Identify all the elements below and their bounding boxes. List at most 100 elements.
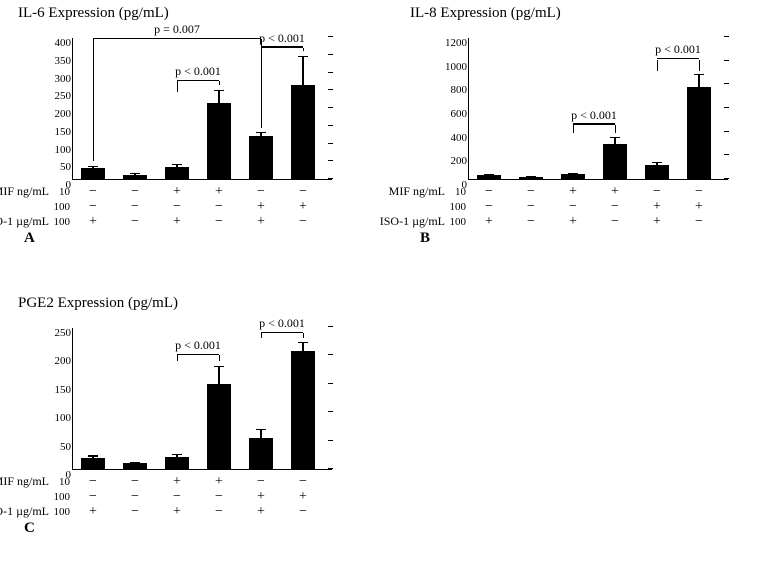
sig-label: p < 0.001 (252, 316, 312, 331)
ytick-label: 200 (37, 108, 71, 120)
sig-label: p < 0.001 (168, 338, 228, 353)
treatment-cell: − (198, 214, 240, 230)
ytick-mark (724, 60, 729, 61)
ytick-mark (328, 160, 333, 161)
ytick-label: 150 (37, 384, 71, 396)
ytick-label: 800 (433, 84, 467, 96)
ytick-mark (328, 143, 333, 144)
treatment-cell: − (114, 214, 156, 230)
treatment-cell: − (510, 184, 552, 200)
sig-bracket (573, 123, 615, 124)
treatment-sublabel: 10 (52, 476, 72, 488)
bar (291, 351, 315, 469)
treatment-sublabel: 100 (52, 506, 72, 518)
treatment-cell: + (636, 214, 678, 230)
treatment-cell: + (72, 214, 114, 230)
error-cap (172, 454, 182, 455)
treatment-cell: − (594, 214, 636, 230)
ytick-mark (328, 326, 333, 327)
treatment-cell: − (114, 504, 156, 520)
treatment-row: 100−−−−++ (0, 489, 324, 504)
treatment-sublabel: 100 (52, 491, 72, 503)
treatment-cell: + (156, 474, 198, 490)
bar (81, 168, 105, 179)
treatment-cell: − (678, 184, 720, 200)
treatment-cell: − (156, 489, 198, 505)
treatment-cell: + (552, 184, 594, 200)
treatment-cell: − (282, 214, 324, 230)
treatment-cell: + (240, 489, 282, 505)
error-cap (256, 132, 266, 133)
treatment-cell: + (636, 199, 678, 215)
error-cap (652, 162, 662, 163)
ytick-mark (328, 383, 333, 384)
sig-drop (219, 81, 220, 85)
ytick-label: 100 (37, 412, 71, 424)
treatment-cell: + (240, 504, 282, 520)
treatment-cell: + (240, 214, 282, 230)
error-cap (214, 90, 224, 91)
ytick-mark (328, 89, 333, 90)
bar (165, 457, 189, 469)
sig-drop (615, 125, 616, 133)
ytick-mark (724, 154, 729, 155)
bar (81, 458, 105, 469)
panel-title: IL-8 Expression (pg/mL) (410, 5, 561, 22)
treatment-sublabel: 100 (448, 216, 468, 228)
error-cap (172, 164, 182, 165)
sig-bracket (657, 58, 699, 59)
sig-label: p = 0.007 (147, 22, 207, 37)
bar (249, 136, 273, 179)
treatment-sublabel: 10 (52, 186, 72, 198)
treatment-label: MIF ng/mL (0, 474, 52, 489)
error-cap (214, 366, 224, 367)
sig-drop (261, 39, 262, 128)
error-bar (302, 342, 303, 351)
ytick-label: 150 (37, 126, 71, 138)
treatment-cell: − (72, 489, 114, 505)
bar (291, 85, 315, 179)
treatment-cell: − (114, 489, 156, 505)
treatment-label: MIF ng/mL (374, 184, 448, 199)
treatment-cell: + (594, 184, 636, 200)
sig-bracket (177, 354, 219, 355)
sig-drop (177, 81, 178, 92)
treatment-table: MIF ng/mL10−−++−−100−−−−++ISO-1 µg/mL100… (374, 184, 720, 229)
sig-bracket (261, 46, 303, 47)
ytick-mark (724, 178, 729, 179)
treatment-cell: − (510, 214, 552, 230)
treatment-row: ISO-1 µg/mL100+−+−+− (0, 504, 324, 519)
treatment-sublabel: 100 (52, 201, 72, 213)
treatment-cell: − (282, 504, 324, 520)
error-cap (130, 173, 140, 174)
sig-drop (303, 48, 304, 52)
treatment-cell: + (240, 199, 282, 215)
sig-label: p < 0.001 (564, 108, 624, 123)
chart-area: 050100150200250300350400p < 0.001p < 0.0… (72, 38, 332, 180)
treatment-cell: − (72, 474, 114, 490)
treatment-cell: − (468, 184, 510, 200)
ytick-label: 50 (37, 441, 71, 453)
sig-label: p < 0.001 (168, 64, 228, 79)
ytick-mark (328, 54, 333, 55)
panel-letter: C (24, 520, 35, 537)
error-cap (130, 462, 140, 463)
treatment-cell: − (594, 199, 636, 215)
panel-title: PGE2 Expression (pg/mL) (18, 295, 178, 312)
treatment-sublabel: 100 (52, 216, 72, 228)
treatment-cell: − (240, 474, 282, 490)
bar (687, 87, 711, 179)
treatment-sublabel: 100 (448, 201, 468, 213)
treatment-cell: − (552, 199, 594, 215)
sig-drop (699, 60, 700, 72)
ytick-label: 1000 (433, 61, 467, 73)
error-bar (218, 367, 219, 384)
treatment-cell: − (510, 199, 552, 215)
bar (561, 174, 585, 179)
ytick-label: 400 (433, 132, 467, 144)
treatment-cell: + (198, 474, 240, 490)
treatment-row: ISO-1 µg/mL100+−+−+− (0, 214, 324, 229)
sig-drop (177, 355, 178, 361)
treatment-cell: − (198, 199, 240, 215)
bar (519, 177, 543, 179)
